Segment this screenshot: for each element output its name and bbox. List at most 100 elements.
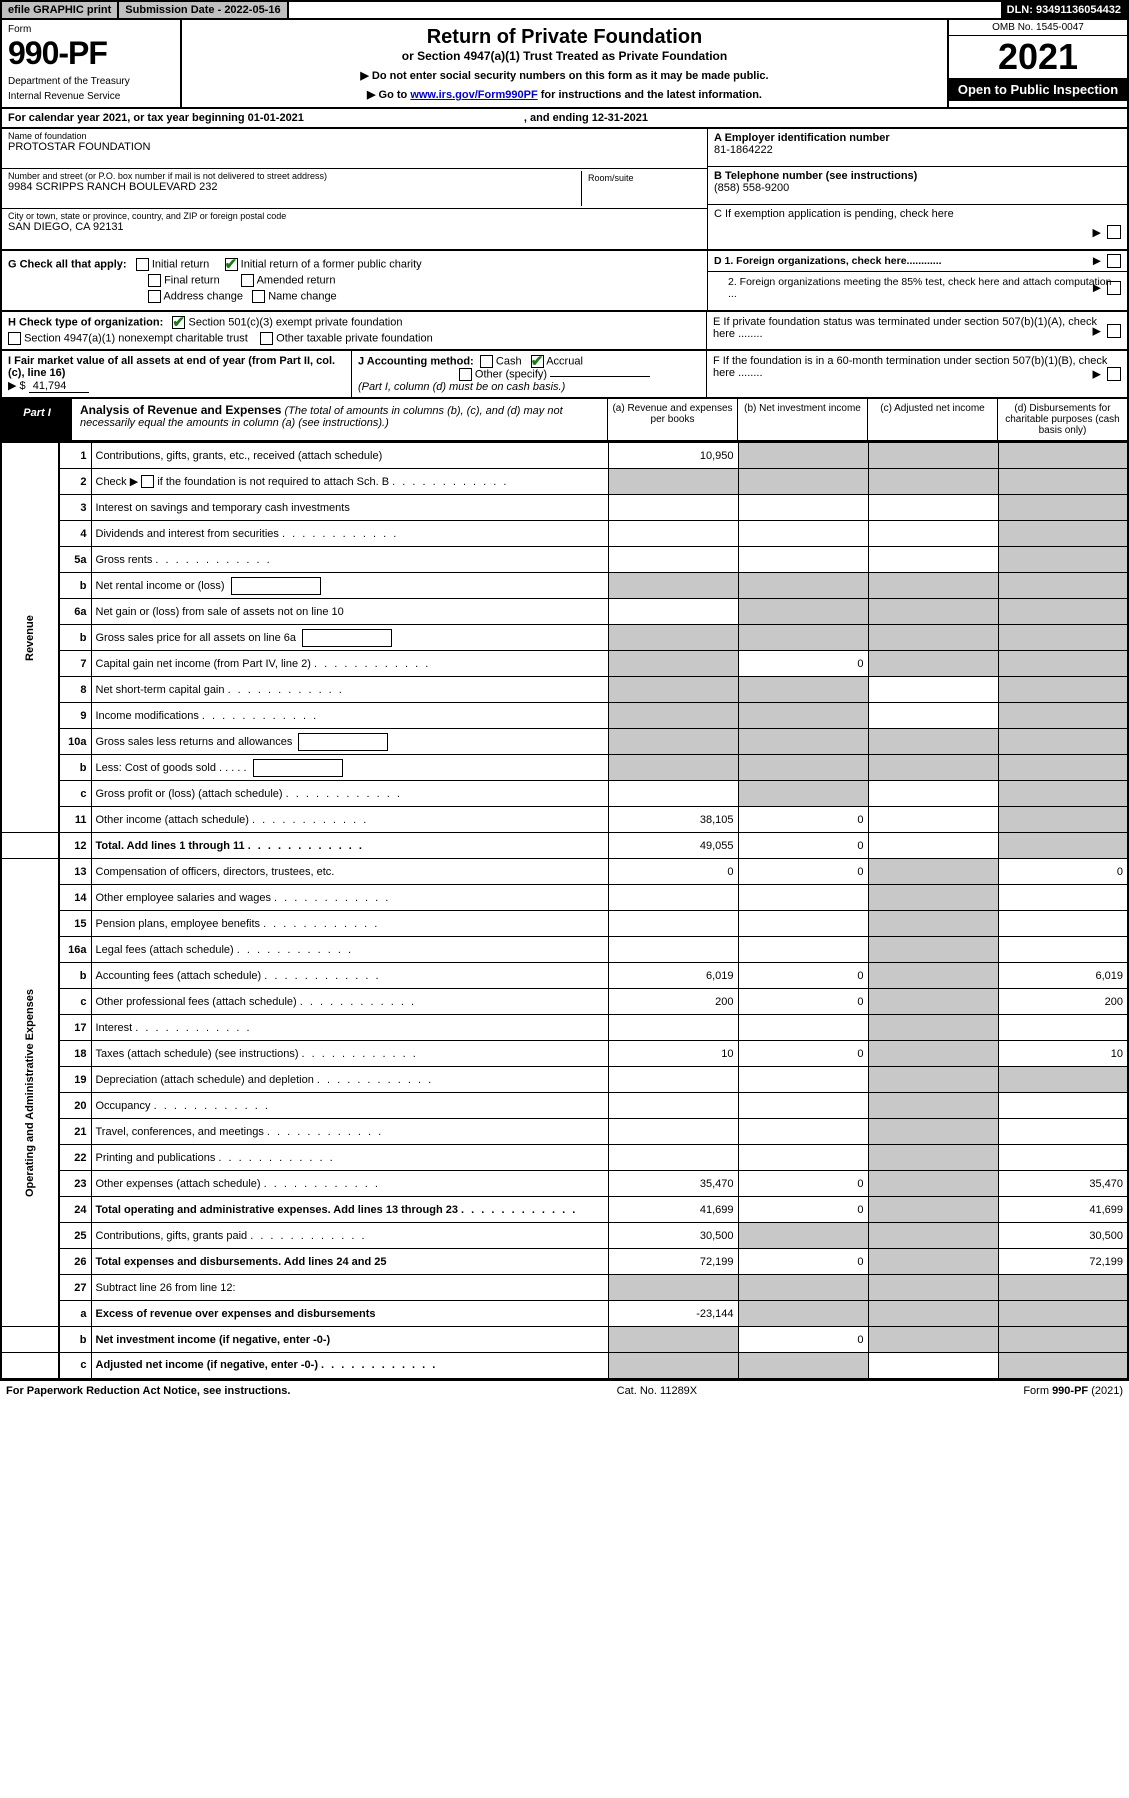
table-row: 18Taxes (attach schedule) (see instructi… [1,1041,1128,1067]
table-row: 4Dividends and interest from securities [1,521,1128,547]
j-cash-checkbox[interactable] [480,355,493,368]
city-label: City or town, state or province, country… [8,211,701,221]
room-label: Room/suite [588,173,695,183]
dept-label: Department of the Treasury [8,76,174,87]
arrow-icon: ▶ [1093,255,1101,267]
schb-checkbox[interactable] [141,475,154,488]
col-a-header: (a) Revenue and expenses per books [607,399,737,440]
table-row: aExcess of revenue over expenses and dis… [1,1301,1128,1327]
form-number: 990-PF [8,35,174,72]
table-row: bNet investment income (if negative, ent… [1,1327,1128,1353]
arrow-icon: ▶ [1093,226,1101,239]
submission-date: Submission Date - 2022-05-16 [119,2,288,18]
table-row: 26Total expenses and disbursements. Add … [1,1249,1128,1275]
footer-mid: Cat. No. 11289X [617,1385,698,1397]
arrow-icon: ▶ [1093,282,1101,294]
address-label: Number and street (or P.O. box number if… [8,171,577,181]
d2-checkbox[interactable] [1107,281,1121,295]
arrow-icon: ▶ [1093,324,1101,337]
table-row: 25Contributions, gifts, grants paid 30,5… [1,1223,1128,1249]
table-row: bLess: Cost of goods sold . . . . . [1,755,1128,781]
h-other-checkbox[interactable] [260,332,273,345]
g-namechange-checkbox[interactable] [252,290,265,303]
entity-section: Name of foundation PROTOSTAR FOUNDATION … [0,129,1129,251]
table-row: 20Occupancy [1,1093,1128,1119]
efile-label: efile GRAPHIC print [2,2,119,18]
g-initial-former-checkbox[interactable] [225,258,238,271]
part1-label: Part I [2,399,72,440]
footer-right: Form 990-PF (2021) [1023,1385,1123,1397]
h-501c3-checkbox[interactable] [172,316,185,329]
expenses-sidelabel: Operating and Administrative Expenses [1,859,59,1327]
phone-label: B Telephone number (see instructions) [714,170,917,182]
part1-header: Part I Analysis of Revenue and Expenses … [0,399,1129,442]
g-label: G Check all that apply: [8,258,127,270]
table-row: 15Pension plans, employee benefits [1,911,1128,937]
table-row: bGross sales price for all assets on lin… [1,625,1128,651]
j-accrual-checkbox[interactable] [531,355,544,368]
g-initial-checkbox[interactable] [136,258,149,271]
e-checkbox[interactable] [1107,324,1121,338]
address-value: 9984 SCRIPPS RANCH BOULEVARD 232 [8,181,577,193]
table-row: 23Other expenses (attach schedule) 35,47… [1,1171,1128,1197]
i-value: 41,794 [29,380,89,393]
j-note: (Part I, column (d) must be on cash basi… [358,381,565,393]
j-label: J Accounting method: [358,355,474,367]
table-row: cAdjusted net income (if negative, enter… [1,1353,1128,1379]
table-row: 17Interest [1,1015,1128,1041]
dln-label: DLN: 93491136054432 [1001,2,1127,18]
d1-checkbox[interactable] [1107,254,1121,268]
table-row: cGross profit or (loss) (attach schedule… [1,781,1128,807]
col-b-header: (b) Net investment income [737,399,867,440]
form-title: Return of Private Foundation [188,26,941,49]
table-row: 9Income modifications [1,703,1128,729]
table-row: 12Total. Add lines 1 through 11 49,0550 [1,833,1128,859]
ein-label: A Employer identification number [714,132,890,144]
d1-label: D 1. Foreign organizations, check here..… [714,255,942,267]
phone-value: (858) 558-9200 [714,182,789,194]
h-e-section: H Check type of organization: Section 50… [0,312,1129,351]
table-row: Revenue 1Contributions, gifts, grants, e… [1,443,1128,469]
form-subtitle: or Section 4947(a)(1) Trust Treated as P… [188,49,941,63]
h-label: H Check type of organization: [8,316,163,328]
part1-table: Revenue 1Contributions, gifts, grants, e… [0,442,1129,1380]
f-checkbox[interactable] [1107,367,1121,381]
table-row: 2 Check ▶ if the foundation is not requi… [1,469,1128,495]
table-row: 8Net short-term capital gain [1,677,1128,703]
table-row: 7Capital gain net income (from Part IV, … [1,651,1128,677]
table-row: 14Other employee salaries and wages [1,885,1128,911]
table-row: bAccounting fees (attach schedule) 6,019… [1,963,1128,989]
arrow-icon: ▶ [1093,368,1101,381]
table-row: 6aNet gain or (loss) from sale of assets… [1,599,1128,625]
city-value: SAN DIEGO, CA 92131 [8,221,701,233]
ijf-section: I Fair market value of all assets at end… [0,351,1129,399]
table-row: cOther professional fees (attach schedul… [1,989,1128,1015]
c-exemption-label: C If exemption application is pending, c… [714,208,954,220]
i-arrow: ▶ $ [8,380,26,392]
form990pf-link[interactable]: www.irs.gov/Form990PF [410,89,537,101]
table-row: Operating and Administrative Expenses 13… [1,859,1128,885]
e-label: E If private foundation status was termi… [713,316,1097,340]
table-row: 16aLegal fees (attach schedule) [1,937,1128,963]
table-row: 22Printing and publications [1,1145,1128,1171]
table-row: 3Interest on savings and temporary cash … [1,495,1128,521]
g-final-checkbox[interactable] [148,274,161,287]
g-d-section: G Check all that apply: Initial return I… [0,251,1129,312]
f-label: F If the foundation is in a 60-month ter… [713,355,1107,379]
table-row: 21Travel, conferences, and meetings [1,1119,1128,1145]
j-other-checkbox[interactable] [459,368,472,381]
c-checkbox[interactable] [1107,225,1121,239]
g-addrchange-checkbox[interactable] [148,290,161,303]
foundation-name-label: Name of foundation [8,131,701,141]
omb-number: OMB No. 1545-0047 [949,20,1127,36]
open-public-label: Open to Public Inspection [949,78,1127,101]
h-4947-checkbox[interactable] [8,332,21,345]
g-amended-checkbox[interactable] [241,274,254,287]
tax-year: 2021 [949,36,1127,78]
page-footer: For Paperwork Reduction Act Notice, see … [0,1380,1129,1401]
table-row: 24Total operating and administrative exp… [1,1197,1128,1223]
calendar-year-row: For calendar year 2021, or tax year begi… [0,109,1129,129]
form-header: Form 990-PF Department of the Treasury I… [0,20,1129,109]
table-row: bNet rental income or (loss) [1,573,1128,599]
i-label: I Fair market value of all assets at end… [8,355,335,379]
